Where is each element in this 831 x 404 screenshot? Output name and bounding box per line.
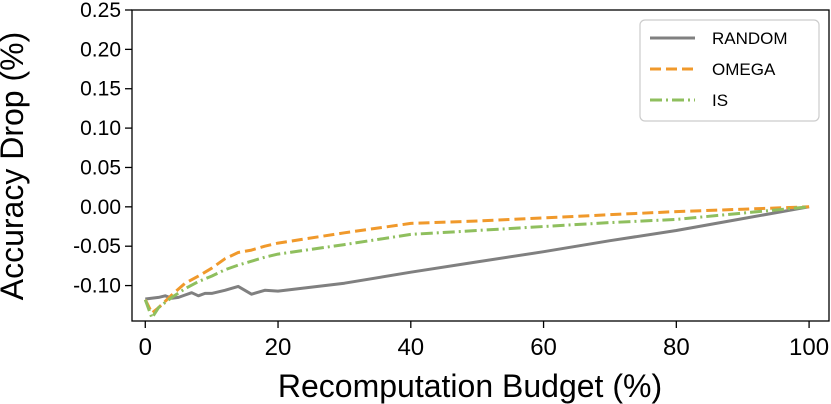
x-tick-label: 20 (265, 334, 292, 361)
y-tick-label: 0.00 (80, 196, 121, 219)
x-tick-label: 60 (530, 334, 557, 361)
legend-label-is: IS (712, 91, 728, 110)
series-line-is (143, 205, 810, 320)
y-axis: -0.10 -0.05 0.00 0.05 0.10 0.15 0.20 0.25 (73, 0, 132, 298)
y-tick-label: 0.10 (80, 117, 121, 140)
x-tick-label: 100 (789, 334, 829, 361)
y-axis-title: Accuracy Drop (%) (0, 32, 30, 301)
legend-label-random: RANDOM (712, 29, 788, 48)
y-tick-label: 0.25 (80, 0, 121, 22)
x-tick-label: 0 (139, 334, 152, 361)
y-tick-label: 0.15 (80, 78, 121, 101)
series-line-random (145, 205, 810, 301)
legend-frame (639, 19, 820, 122)
y-tick-label: 0.20 (80, 38, 121, 61)
series-line-omega (143, 205, 810, 315)
series-layer (143, 205, 810, 320)
y-tick-label: -0.10 (73, 275, 121, 298)
y-tick-label: -0.05 (73, 235, 121, 258)
x-tick-label: 40 (397, 334, 424, 361)
x-axis-title: Recomputation Budget (%) (278, 368, 662, 404)
legend-label-omega: OMEGA (712, 60, 776, 79)
legend: RANDOM OMEGA IS (639, 19, 820, 122)
x-tick-label: 80 (663, 334, 690, 361)
x-axis: 0 20 40 60 80 100 (139, 321, 829, 361)
y-tick-label: 0.05 (80, 156, 121, 179)
